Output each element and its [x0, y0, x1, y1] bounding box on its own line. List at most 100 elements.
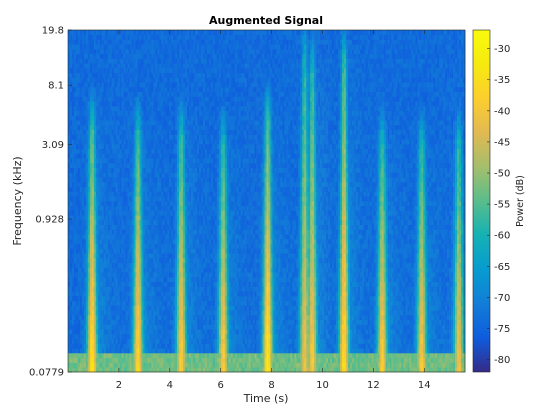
- spectrogram-cell: [181, 110, 184, 116]
- spectrogram-cell: [149, 91, 152, 97]
- spectrogram-cell: [173, 182, 176, 188]
- spectrogram-cell: [121, 253, 124, 259]
- spectrogram-cell: [197, 248, 200, 254]
- spectrogram-cell: [153, 319, 156, 325]
- spectrogram-cell: [177, 163, 180, 169]
- spectrogram-cell: [125, 115, 128, 121]
- spectrogram-cell: [202, 324, 206, 330]
- spectrogram-cell: [137, 177, 140, 183]
- spectrogram-cell: [129, 300, 132, 306]
- spectrogram-cell: [127, 305, 130, 311]
- spectrogram-cell: [109, 125, 112, 131]
- spectrogram-cell: [121, 148, 124, 154]
- spectrogram-cell: [85, 172, 89, 178]
- spectrogram-cell: [93, 163, 97, 169]
- spectrogram-cell: [189, 58, 192, 64]
- spectrogram-cell: [113, 248, 116, 254]
- spectrogram-cell: [81, 139, 85, 145]
- spectrogram-cell: [175, 262, 178, 268]
- spectrogram-cell: [73, 300, 77, 306]
- spectrogram-cell: [163, 177, 166, 183]
- spectrogram-cell: [105, 329, 109, 335]
- spectrogram-cell: [99, 63, 103, 69]
- spectrogram-cell: [95, 139, 99, 145]
- spectrogram-cell: [121, 243, 124, 249]
- spectrogram-cell: [157, 39, 160, 45]
- spectrogram-cell: [119, 177, 122, 183]
- spectrogram-cell: [117, 134, 120, 140]
- spectrogram-cell: [145, 338, 148, 344]
- spectrogram-cell: [103, 134, 107, 140]
- spectrogram-cell: [189, 243, 192, 249]
- spectrogram-cell: [191, 77, 194, 83]
- spectrogram-cell: [191, 53, 194, 59]
- spectrogram-cell: [77, 234, 81, 240]
- spectrogram-cell: [145, 224, 148, 230]
- spectrogram-cell: [145, 68, 148, 74]
- spectrogram-cell: [135, 120, 138, 126]
- spectrogram-cell: [159, 291, 162, 297]
- spectrogram-cell: [79, 125, 83, 131]
- spectrogram-cell: [133, 357, 136, 363]
- spectrogram-cell: [147, 324, 150, 330]
- spectrogram-cell: [71, 362, 75, 368]
- spectrogram-cell: [75, 338, 79, 344]
- spectrogram-cell: [89, 125, 93, 131]
- spectrogram-cell: [105, 163, 109, 169]
- spectrogram-cell: [125, 77, 128, 83]
- spectrogram-cell: [77, 125, 81, 131]
- spectrogram-cell: [159, 91, 162, 97]
- spectrogram-cell: [204, 253, 208, 259]
- spectrogram-cell: [153, 343, 156, 349]
- spectrogram-cell: [97, 315, 101, 321]
- spectrogram-cell: [165, 334, 168, 340]
- spectrogram-cell: [73, 101, 77, 107]
- spectrogram-cell: [169, 286, 172, 292]
- spectrogram-cell: [171, 291, 174, 297]
- spectrogram-cell: [151, 91, 154, 97]
- spectrogram-cell: [103, 163, 107, 169]
- spectrogram-cell: [93, 191, 97, 197]
- spectrogram-cell: [183, 39, 186, 45]
- spectrogram-cell: [111, 267, 114, 273]
- spectrogram-cell: [173, 63, 176, 69]
- spectrogram-cell: [73, 148, 77, 154]
- spectrogram-cell: [79, 96, 83, 102]
- spectrogram-cell: [109, 186, 112, 192]
- spectrogram-cell: [181, 215, 184, 221]
- spectrogram-cell: [103, 334, 107, 340]
- spectrogram-cell: [147, 34, 150, 40]
- spectrogram-cell: [202, 163, 206, 169]
- spectrogram-cell: [97, 144, 101, 150]
- spectrogram-cell: [89, 106, 93, 112]
- spectrogram-cell: [139, 96, 142, 102]
- spectrogram-cell: [173, 272, 176, 278]
- spectrogram-cell: [189, 253, 192, 259]
- spectrogram-cell: [149, 72, 152, 78]
- spectrogram-cell: [199, 315, 202, 321]
- spectrogram-cell: [68, 334, 71, 340]
- spectrogram-cell: [119, 291, 122, 297]
- spectrogram-cell: [85, 296, 89, 302]
- spectrogram-cell: [177, 234, 180, 240]
- spectrogram-cell: [79, 215, 83, 221]
- spectrogram-cell: [77, 91, 81, 97]
- spectrogram-cell: [159, 296, 162, 302]
- spectrogram-cell: [137, 87, 140, 93]
- spectrogram-cell: [187, 205, 190, 211]
- spectrogram-cell: [195, 281, 198, 287]
- spectrogram-cell: [81, 215, 85, 221]
- spectrogram-cell: [199, 324, 202, 330]
- spectrogram-cell: [73, 182, 77, 188]
- spectrogram-cell: [109, 319, 112, 325]
- spectrogram-cell: [169, 357, 172, 363]
- spectrogram-cell: [141, 286, 144, 292]
- spectrogram-cell: [191, 353, 194, 359]
- spectrogram-cell: [201, 300, 204, 306]
- spectrogram-cell: [125, 91, 128, 97]
- spectrogram-cell: [111, 63, 114, 69]
- spectrogram-cell: [171, 77, 174, 83]
- spectrogram-cell: [197, 291, 200, 297]
- spectrogram-cell: [153, 281, 156, 287]
- spectrogram-cell: [155, 305, 158, 311]
